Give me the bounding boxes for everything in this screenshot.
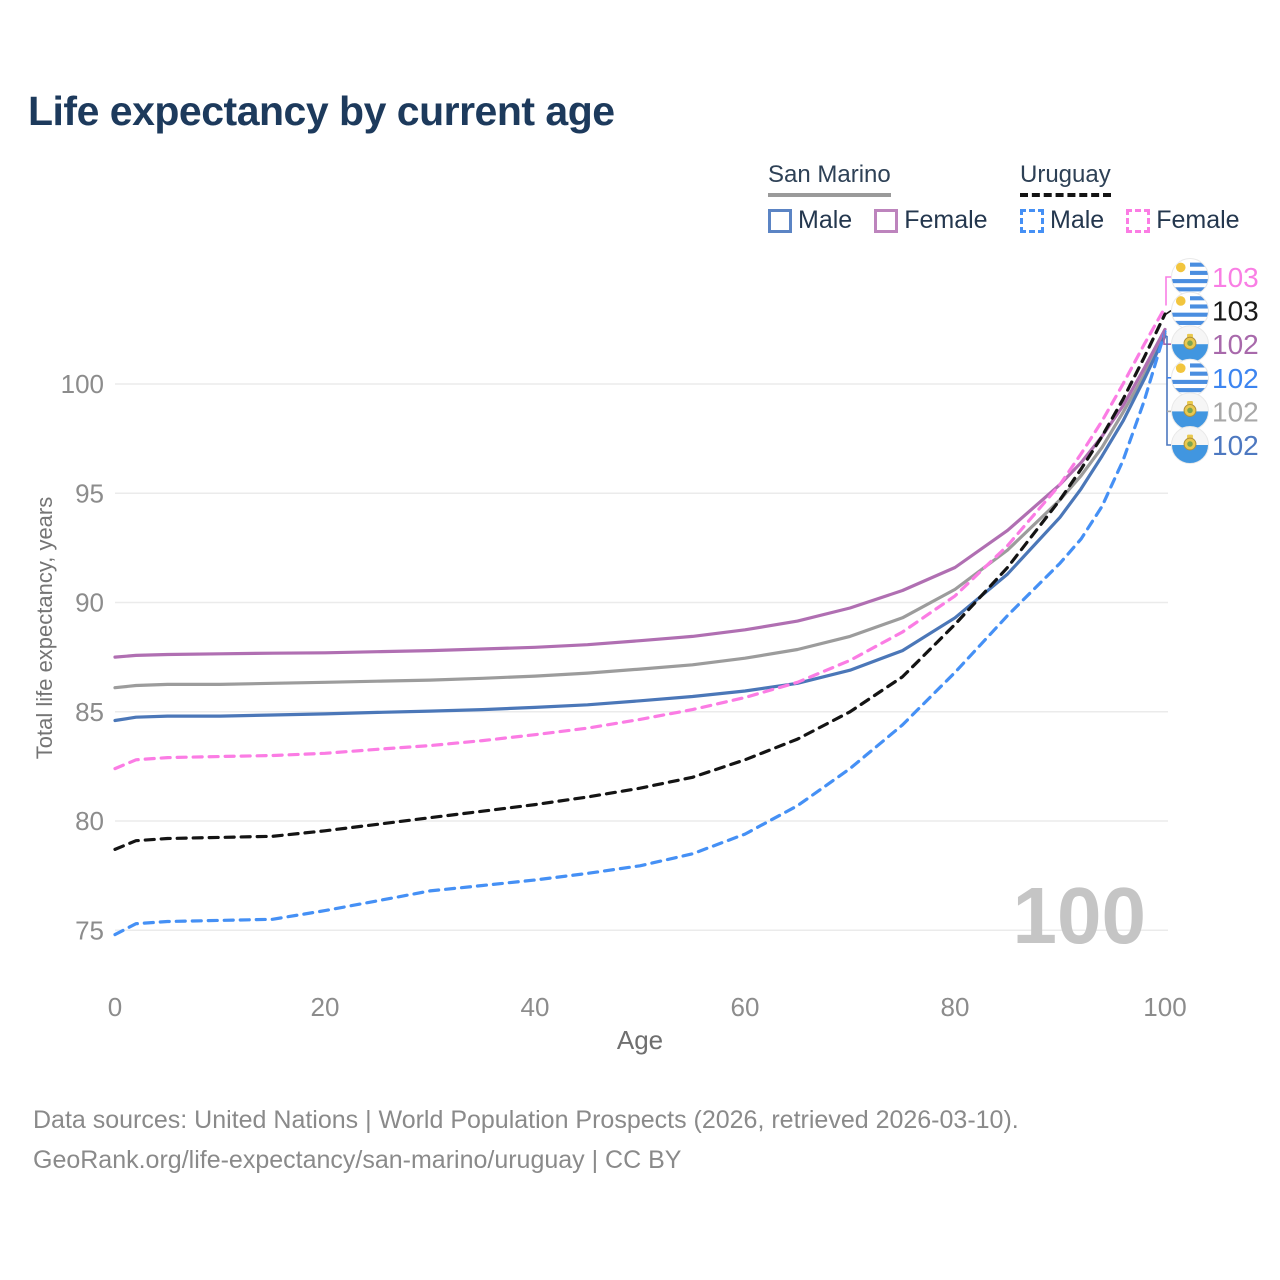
legend-checkbox-san-marino-male-icon[interactable] — [768, 208, 792, 233]
legend-item-label: Female — [1156, 206, 1240, 235]
attribution-line: GeoRank.org/life-expectancy/san-marino/u… — [33, 1146, 682, 1174]
flag-icon-uruguay — [1171, 258, 1209, 296]
legend-checkbox-uruguay-female-icon[interactable] — [1126, 208, 1151, 233]
y-tick-label: 85 — [75, 697, 104, 727]
x-axis-title: Age — [617, 1025, 663, 1055]
y-tick-label: 100 — [61, 369, 104, 399]
legend-item-label: Female — [904, 206, 988, 235]
series-line-uruguay-female — [113, 305, 1167, 771]
y-tick-label: 75 — [75, 915, 104, 945]
series-line-uruguay-male — [113, 330, 1167, 937]
end-label-value: 102 — [1212, 363, 1259, 394]
label-connector-line — [1165, 309, 1172, 315]
flag-icon-uruguay — [1171, 292, 1209, 330]
end-label-row-san-marino-female: 102 — [1171, 325, 1259, 364]
x-tick-label: 0 — [108, 992, 122, 1022]
legend-item-uruguay-male[interactable]: Male — [1020, 206, 1104, 235]
legend-item-san-marino-male[interactable]: Male — [768, 206, 852, 235]
y-tick-label: 95 — [75, 478, 104, 508]
series-line-uruguay-total — [113, 312, 1167, 852]
flag-icon-san-marino — [1171, 392, 1209, 430]
flag-icon-uruguay — [1171, 359, 1209, 397]
end-label-row-san-marino-male: 102 — [1171, 426, 1259, 464]
series-line-san-marino-total — [113, 332, 1167, 690]
y-tick-label: 80 — [75, 806, 104, 836]
x-tick-label: 20 — [311, 992, 340, 1022]
end-label-row-uruguay-male: 102 — [1171, 358, 1259, 397]
y-tick-label: 90 — [75, 588, 104, 618]
end-label-value: 103 — [1212, 262, 1259, 293]
series-line-san-marino-male — [113, 334, 1167, 723]
data-source-line: Data sources: United Nations | World Pop… — [33, 1106, 1019, 1134]
end-label-value: 102 — [1212, 396, 1259, 427]
label-connector-line — [1163, 329, 1171, 345]
label-connector-line — [1166, 335, 1171, 446]
page-title: Life expectancy by current age — [28, 88, 615, 134]
end-label-value: 102 — [1212, 329, 1259, 360]
end-label-row-san-marino-total: 102 — [1171, 392, 1259, 431]
flag-ring — [1171, 426, 1209, 464]
legend-country-uruguay: Uruguay — [1020, 161, 1111, 198]
flag-icon-san-marino — [1171, 325, 1209, 363]
series-line-san-marino-female — [113, 327, 1167, 659]
end-label-row-uruguay-total: 103 — [1171, 291, 1259, 330]
legend-country-san-marino: San Marino — [768, 161, 891, 198]
legend-checkbox-uruguay-male-icon[interactable] — [1020, 208, 1044, 233]
label-connector-line — [1165, 276, 1171, 306]
x-tick-label: 100 — [1143, 992, 1186, 1022]
y-axis-title: Total life expectancy, years — [32, 497, 57, 760]
legend-checkbox-san-marino-female-icon[interactable] — [874, 208, 899, 233]
age-counter-watermark: 100 — [1013, 871, 1146, 960]
x-tick-labels: 0 20 40 60 80 100 — [108, 992, 1187, 1022]
legend-item-label: Male — [798, 206, 853, 235]
x-tick-label: 60 — [731, 992, 760, 1022]
y-tick-labels: 75 80 85 90 95 100 — [61, 369, 104, 945]
legend-item-label: Male — [1050, 206, 1105, 235]
end-label-value: 102 — [1212, 430, 1259, 461]
x-tick-label: 80 — [941, 992, 970, 1022]
legend-group-san-marino: San Marino Male Female — [768, 161, 1010, 235]
legend-item-uruguay-female[interactable]: Female — [1126, 206, 1240, 235]
legend-group-uruguay: Uruguay Male Female — [1020, 161, 1262, 235]
legend-item-san-marino-female[interactable]: Female — [874, 206, 988, 235]
flag-icon-san-marino — [1171, 426, 1209, 464]
label-connectors — [1163, 276, 1172, 446]
end-label-row-uruguay-female: 103 — [1171, 258, 1259, 296]
end-label-value: 103 — [1212, 296, 1259, 327]
series-lines — [113, 305, 1167, 937]
x-tick-label: 40 — [521, 992, 550, 1022]
gridlines — [115, 383, 1168, 931]
